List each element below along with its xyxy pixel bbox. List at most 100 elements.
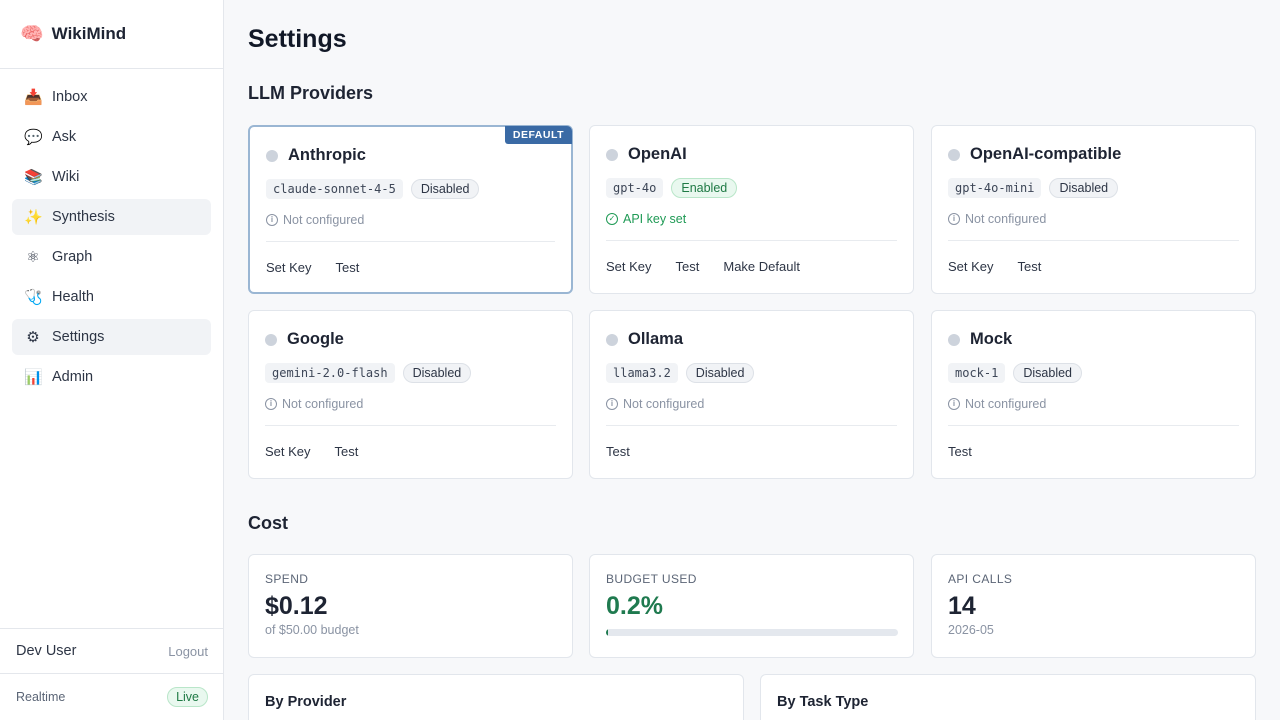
llm-providers-heading: LLM Providers — [248, 83, 374, 103]
sidebar-item-label: Synthesis — [52, 209, 115, 225]
model-tag: gpt-4o — [606, 178, 664, 198]
status-dot-icon — [948, 148, 960, 161]
model-tag: claude-sonnet-4-5 — [266, 179, 403, 199]
provider-actions: Set Key Test — [948, 255, 1061, 278]
config-status: i Not configured — [948, 397, 1046, 411]
check-circle-icon: ✓ — [606, 213, 618, 225]
divider — [265, 425, 556, 426]
provider-header: Mock — [948, 330, 1012, 349]
provider-name: OpenAI — [628, 145, 687, 163]
live-status-badge: Live — [167, 687, 208, 707]
status-badge: Enabled — [671, 178, 738, 198]
budget-progress-bar — [606, 629, 898, 636]
set-key-button[interactable]: Set Key — [265, 444, 311, 459]
sidebar-item-label: Settings — [52, 329, 105, 345]
cost-heading: Cost — [248, 513, 288, 533]
sidebar-item-inbox[interactable]: 📥 Inbox — [12, 79, 211, 115]
provider-name: Ollama — [628, 330, 684, 348]
sidebar-item-ask[interactable]: 💬 Ask — [12, 119, 211, 155]
config-status: i Not configured — [265, 397, 363, 411]
set-key-button[interactable]: Set Key — [606, 259, 652, 274]
provider-meta: gpt-4o Enabled — [606, 178, 738, 198]
provider-header: Ollama — [606, 330, 683, 349]
test-button[interactable]: Test — [948, 444, 972, 459]
sidebar-item-wiki[interactable]: 📚 Wiki — [12, 159, 211, 195]
brain-icon: 🧠 — [20, 23, 44, 45]
provider-name: Google — [287, 330, 344, 348]
make-default-button[interactable]: Make Default — [723, 259, 800, 274]
provider-actions: Set Key Test Make Default — [606, 255, 820, 278]
sparkles-icon: ✨ — [24, 208, 43, 226]
provider-name: OpenAI-compatible — [970, 145, 1122, 163]
default-badge: DEFAULT — [504, 126, 572, 144]
divider — [948, 425, 1239, 426]
books-icon: 📚 — [24, 168, 43, 186]
atom-icon: ⚛ — [26, 248, 40, 266]
model-tag: llama3.2 — [606, 363, 678, 383]
api-calls-label: API CALLS — [948, 572, 1013, 586]
provider-meta: llama3.2 Disabled — [606, 363, 755, 383]
provider-name: Anthropic — [288, 146, 366, 164]
provider-header: OpenAI — [606, 145, 687, 164]
provider-card-openai: OpenAI gpt-4o Enabled ✓ API key set Set Key Te… — [589, 125, 914, 294]
test-button[interactable]: Test — [606, 444, 630, 459]
set-key-button[interactable]: Set Key — [948, 259, 994, 274]
sidebar-item-settings[interactable]: ⚙ Settings — [12, 319, 211, 355]
model-tag: mock-1 — [948, 363, 1006, 383]
realtime-bar: Realtime Live — [0, 673, 224, 720]
config-status-text: Not configured — [283, 213, 365, 227]
budget-used-label: BUDGET USED — [606, 572, 697, 586]
config-status: i Not configured — [948, 212, 1046, 226]
status-dot-icon — [265, 333, 277, 346]
test-button[interactable]: Test — [334, 444, 359, 459]
sidebar-item-health[interactable]: 🩺 Health — [12, 279, 211, 315]
sidebar-item-graph[interactable]: ⚛ Graph — [12, 239, 211, 275]
test-button[interactable]: Test — [675, 259, 700, 274]
speech-bubble-icon: 💬 — [24, 128, 43, 146]
model-tag: gpt-4o-mini — [948, 178, 1042, 198]
test-button[interactable]: Test — [335, 260, 360, 275]
budget-used-card: BUDGET USED 0.2% — [589, 554, 914, 658]
stethoscope-icon: 🩺 — [24, 288, 43, 306]
provider-card-ollama: Ollama llama3.2 Disabled i Not configured Tes… — [589, 310, 914, 479]
app-name: WikiMind — [51, 24, 127, 43]
provider-meta: gemini-2.0-flash Disabled — [265, 363, 472, 383]
divider — [606, 240, 897, 241]
brand[interactable]: 🧠 WikiMind — [0, 0, 223, 69]
provider-header: Google — [265, 330, 344, 349]
test-button[interactable]: Test — [1017, 259, 1042, 274]
spend-value: $0.12 — [265, 592, 328, 620]
sidebar-item-label: Wiki — [52, 169, 80, 185]
provider-card-anthropic: DEFAULT Anthropic claude-sonnet-4-5 Disable… — [248, 125, 573, 294]
divider — [948, 240, 1239, 241]
page-title: Settings — [248, 25, 347, 53]
gear-icon: ⚙ — [26, 328, 40, 346]
sidebar-item-synthesis[interactable]: ✨ Synthesis — [12, 199, 211, 235]
status-badge: Disabled — [402, 363, 472, 383]
provider-actions: Set Key Test — [265, 440, 378, 463]
realtime-label: Realtime — [16, 690, 66, 704]
user-bar: Dev User Logout — [0, 628, 224, 673]
provider-meta: mock-1 Disabled — [948, 363, 1082, 383]
info-circle-icon: i — [266, 214, 278, 226]
config-status-text: Not configured — [282, 397, 364, 411]
status-badge: Disabled — [1049, 178, 1119, 198]
divider — [606, 425, 897, 426]
sidebar-item-label: Graph — [52, 249, 93, 265]
logout-button[interactable]: Logout — [168, 643, 208, 659]
info-circle-icon: i — [265, 398, 277, 410]
status-badge: Disabled — [685, 363, 755, 383]
sidebar-nav: 📥 Inbox 💬 Ask 📚 Wiki ✨ Synthesis ⚛ Graph 🩺 Health ⚙ S… — [12, 79, 211, 399]
status-dot-icon — [606, 333, 618, 346]
config-status-text: Not configured — [623, 397, 705, 411]
provider-card-google: Google gemini-2.0-flash Disabled i Not confi… — [248, 310, 573, 479]
api-calls-card: API CALLS 14 2026-05 — [931, 554, 1256, 658]
spend-card: SPEND $0.12 of $50.00 budget — [248, 554, 573, 658]
budget-used-value: 0.2% — [606, 592, 663, 620]
provider-actions: Set Key Test — [266, 256, 379, 279]
config-status-text: Not configured — [965, 212, 1047, 226]
spend-budget-note: of $50.00 budget — [265, 623, 359, 637]
set-key-button[interactable]: Set Key — [266, 260, 312, 275]
info-circle-icon: i — [948, 398, 960, 410]
sidebar-item-admin[interactable]: 📊 Admin — [12, 359, 211, 395]
